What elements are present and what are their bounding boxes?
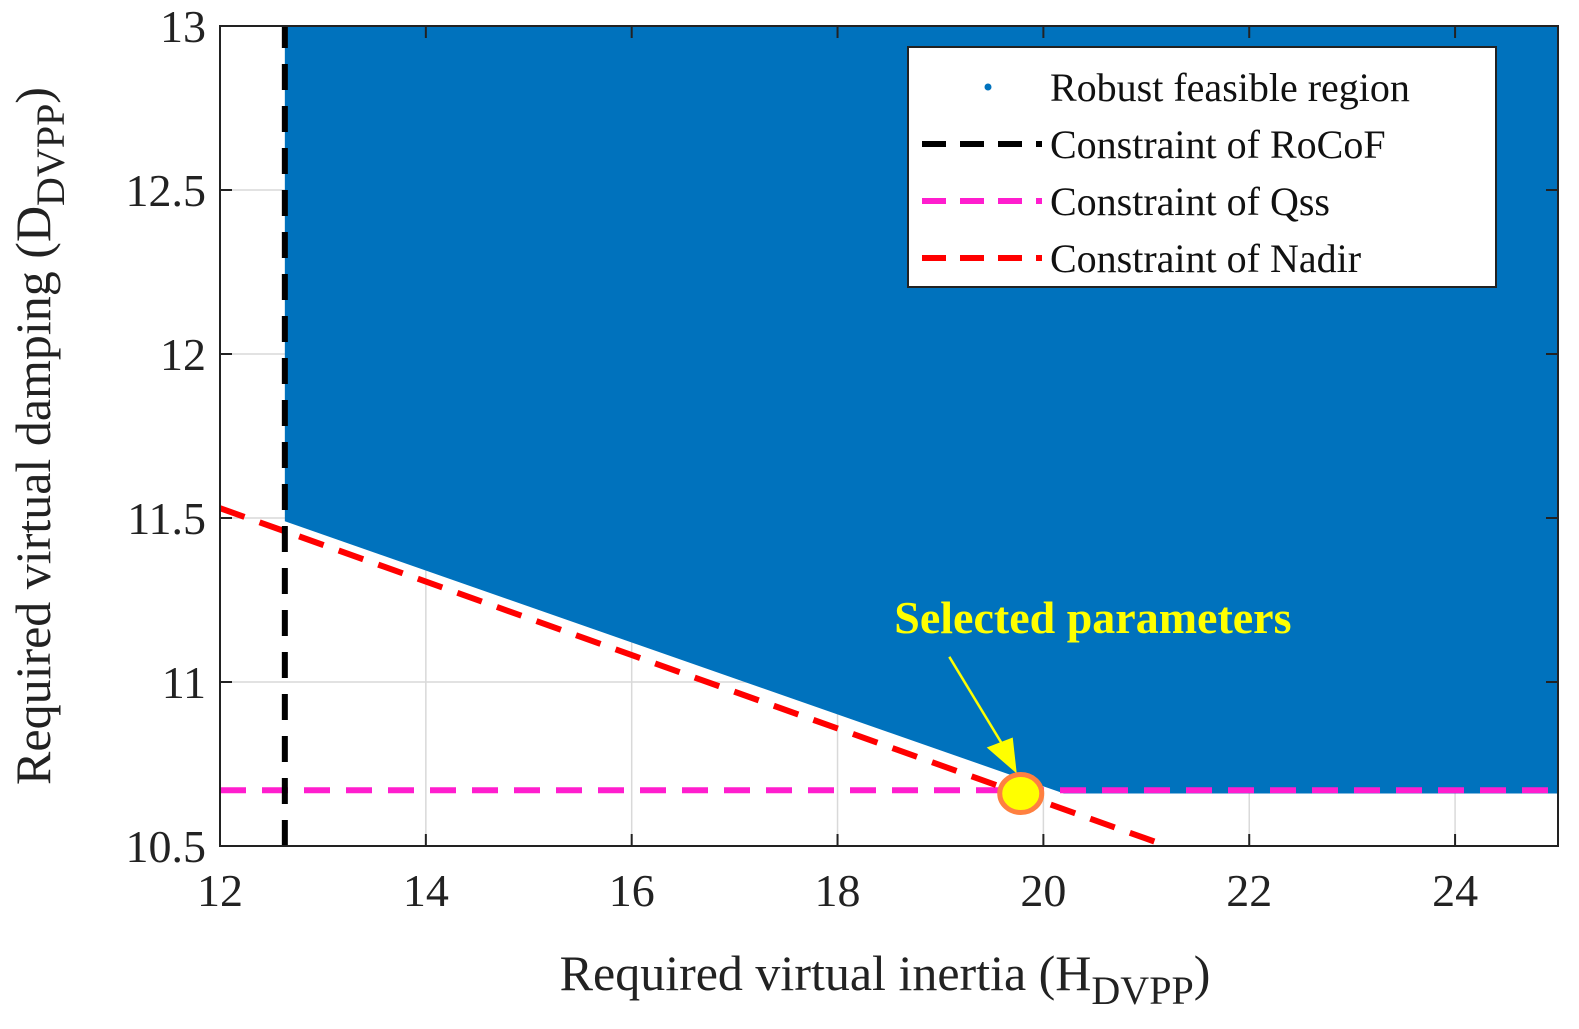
legend-box <box>907 46 1497 288</box>
x-tick-label-1: 14 <box>403 865 449 916</box>
legend-label-qss: Constraint of Qss <box>1050 179 1330 224</box>
y-tick-label-0: 10.5 <box>126 821 207 872</box>
x-axis-title-close: ) <box>1194 945 1211 1001</box>
y-axis-title-subscript: DVPP <box>28 104 73 206</box>
x-tick-label-4: 20 <box>1020 865 1066 916</box>
y-axis-title-main: Required virtual damping (D <box>5 206 61 785</box>
legend-label-rocof: Constraint of RoCoF <box>1050 122 1386 167</box>
legend: Robust feasible region Constraint of RoC… <box>907 46 1497 288</box>
y-tick-label-3: 12 <box>160 329 206 380</box>
y-axis-title-close: ) <box>5 87 61 104</box>
y-tick-label-5: 13 <box>160 1 206 52</box>
legend-label-region: Robust feasible region <box>1050 65 1410 110</box>
x-tick-label-2: 16 <box>609 865 655 916</box>
y-tick-label-1: 11 <box>162 657 206 708</box>
selected-parameters-marker <box>997 772 1045 816</box>
x-axis-title-main: Required virtual inertia (H <box>560 945 1092 1001</box>
y-tick-label-2: 11.5 <box>127 493 206 544</box>
x-tick-label-6: 24 <box>1432 865 1478 916</box>
y-tick-label-4: 12.5 <box>126 165 207 216</box>
x-axis-ticks: 12 14 16 18 20 22 24 <box>197 26 1478 916</box>
x-tick-label-5: 22 <box>1226 865 1272 916</box>
x-axis-title: Required virtual inertia (HDVPP) <box>560 945 1211 1013</box>
x-tick-label-0: 12 <box>197 865 243 916</box>
axes-box <box>219 25 1559 847</box>
annotation: Selected parameters <box>894 592 1292 816</box>
legend-label-nadir: Constraint of Nadir <box>1050 236 1361 281</box>
y-axis-title: Required virtual damping (DDVPP) <box>5 87 73 785</box>
legend-marker-region <box>984 83 992 91</box>
annotation-label: Selected parameters <box>894 592 1291 643</box>
x-axis-title-subscript: DVPP <box>1091 968 1193 1013</box>
x-tick-label-3: 18 <box>815 865 861 916</box>
annotation-arrow-head <box>986 737 1017 774</box>
y-axis-ticks: 10.5 11 11.5 12 12.5 13 <box>126 1 1558 872</box>
